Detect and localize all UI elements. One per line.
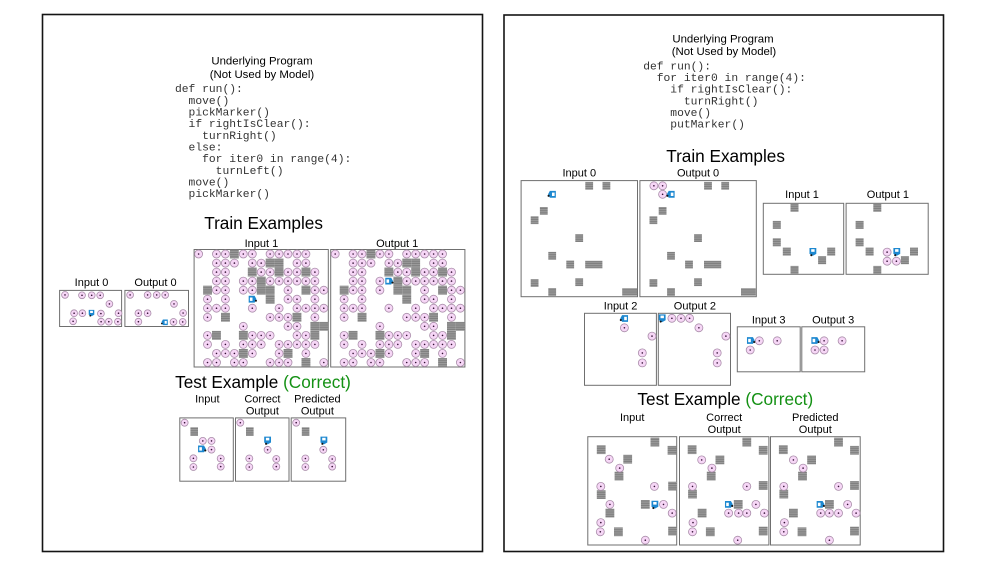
svg-text:Predicted: Predicted bbox=[792, 412, 838, 424]
svg-text:Input: Input bbox=[620, 412, 644, 424]
svg-text:Train Examples: Train Examples bbox=[666, 146, 785, 166]
svg-text:Output 1: Output 1 bbox=[376, 238, 418, 250]
svg-text:(Not Used by Model): (Not Used by Model) bbox=[672, 46, 777, 58]
svg-text:Output 0: Output 0 bbox=[677, 168, 719, 180]
svg-text:Underlying Program: Underlying Program bbox=[672, 33, 773, 45]
svg-text:turnLeft(): turnLeft() bbox=[175, 166, 283, 178]
svg-text:move(): move() bbox=[643, 108, 711, 120]
svg-text:turnRight(): turnRight() bbox=[175, 131, 277, 143]
svg-text:else:: else: bbox=[175, 143, 222, 155]
svg-text:Output 1: Output 1 bbox=[867, 189, 909, 201]
svg-text:Output: Output bbox=[301, 405, 334, 417]
svg-text:Input 3: Input 3 bbox=[752, 314, 786, 326]
svg-text:Output: Output bbox=[799, 424, 832, 436]
svg-text:Output 0: Output 0 bbox=[134, 277, 176, 289]
svg-text:move(): move() bbox=[175, 96, 229, 108]
svg-text:pickMarker(): pickMarker() bbox=[175, 108, 270, 120]
svg-text:Output: Output bbox=[246, 405, 279, 417]
svg-text:Input 1: Input 1 bbox=[785, 189, 819, 201]
svg-text:def run():: def run(): bbox=[175, 84, 243, 96]
svg-text:move(): move() bbox=[175, 178, 229, 190]
svg-text:Input 2: Input 2 bbox=[604, 301, 638, 313]
svg-text:putMarker(): putMarker() bbox=[643, 120, 745, 132]
svg-text:Test Example (Correct): Test Example (Correct) bbox=[175, 372, 351, 392]
svg-text:if rightIsClear():: if rightIsClear(): bbox=[175, 119, 311, 131]
svg-text:Input 0: Input 0 bbox=[75, 277, 109, 289]
svg-text:Input 1: Input 1 bbox=[245, 238, 279, 250]
svg-text:Output 3: Output 3 bbox=[812, 314, 854, 326]
svg-text:def run():: def run(): bbox=[643, 61, 711, 73]
svg-text:Correct: Correct bbox=[706, 412, 742, 424]
svg-text:if rightIsClear():: if rightIsClear(): bbox=[643, 85, 792, 97]
svg-text:Underlying Program: Underlying Program bbox=[211, 56, 312, 68]
svg-text:pickMarker(): pickMarker() bbox=[175, 189, 270, 201]
svg-text:Input: Input bbox=[195, 393, 219, 405]
svg-text:Correct: Correct bbox=[244, 393, 280, 405]
svg-text:Test Example (Correct): Test Example (Correct) bbox=[637, 389, 813, 409]
svg-text:(Not Used by Model): (Not Used by Model) bbox=[210, 69, 315, 81]
svg-text:for iter0 in range(4):: for iter0 in range(4): bbox=[175, 154, 351, 166]
svg-text:Predicted: Predicted bbox=[294, 393, 340, 405]
svg-text:Output 2: Output 2 bbox=[674, 301, 716, 313]
svg-text:Input 0: Input 0 bbox=[562, 168, 596, 180]
svg-text:Train Examples: Train Examples bbox=[204, 213, 323, 233]
svg-text:Output: Output bbox=[708, 424, 741, 436]
svg-text:turnRight(): turnRight() bbox=[643, 96, 758, 108]
svg-text:for iter0 in range(4):: for iter0 in range(4): bbox=[643, 73, 806, 85]
